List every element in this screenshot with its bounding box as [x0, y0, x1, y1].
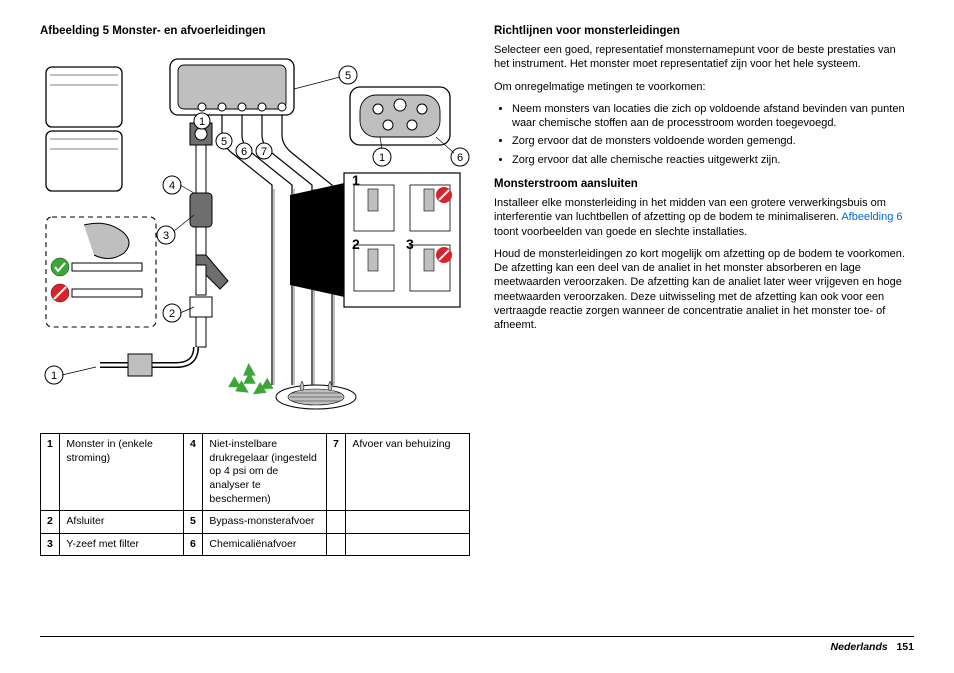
legend-text: Bypass-monsterafvoer — [203, 511, 327, 534]
page-footer: Nederlands 151 — [831, 641, 914, 655]
legend-num: 1 — [41, 433, 60, 510]
legend-num: 7 — [326, 433, 345, 510]
bullet-list: Neem monsters van locaties die zich op v… — [494, 102, 914, 167]
legend-num: 4 — [183, 433, 202, 510]
section-heading-connect: Monsterstroom aansluiten — [494, 177, 914, 192]
svg-text:3: 3 — [163, 230, 169, 242]
legend-num: 3 — [41, 533, 60, 556]
legend-text: Afsluiter — [60, 511, 184, 534]
legend-text: Chemicaliënafvoer — [203, 533, 327, 556]
figure-title: Afbeelding 5 Monster- en afvoerleidingen — [40, 24, 470, 39]
footer-rule — [40, 636, 914, 637]
legend-text: Y-zeef met filter — [60, 533, 184, 556]
svg-text:1: 1 — [379, 152, 385, 164]
legend-num: 5 — [183, 511, 202, 534]
svg-text:6: 6 — [457, 152, 463, 164]
paragraph: Houd de monsterleidingen zo kort mogelij… — [494, 247, 914, 333]
paragraph: Installeer elke monsterleiding in het mi… — [494, 196, 914, 239]
footer-page-number: 151 — [896, 641, 914, 653]
paragraph: Selecteer een goed, representatief monst… — [494, 43, 914, 72]
legend-text: Monster in (enkele stroming) — [60, 433, 184, 510]
figure-crossref-link[interactable]: Afbeelding 6 — [841, 211, 902, 223]
svg-text:1: 1 — [199, 116, 205, 128]
figure-legend-table: 1 Monster in (enkele stroming) 4 Niet-in… — [40, 433, 470, 556]
paragraph: Om onregelmatige metingen te voorkomen: — [494, 80, 914, 94]
footer-language: Nederlands — [831, 641, 888, 653]
inset-num-3: 3 — [406, 236, 414, 252]
svg-text:4: 4 — [169, 180, 175, 192]
svg-text:5: 5 — [345, 70, 351, 82]
list-item: Zorg ervoor dat de monsters voldoende wo… — [512, 134, 914, 148]
legend-text: Afvoer van behuizing — [346, 433, 470, 510]
svg-text:7: 7 — [261, 146, 267, 158]
legend-text: Niet-instelbare drukregelaar (ingesteld … — [203, 433, 327, 510]
figure-diagram: 1 2 3 1 2 3 4 5 1 6 1 5 6 7 — [40, 45, 470, 425]
svg-text:6: 6 — [241, 146, 247, 158]
inset-num-1: 1 — [352, 172, 360, 188]
legend-num: 6 — [183, 533, 202, 556]
svg-text:5: 5 — [221, 136, 227, 148]
legend-num: 2 — [41, 511, 60, 534]
svg-text:2: 2 — [169, 308, 175, 320]
inset-num-2: 2 — [352, 236, 360, 252]
section-heading-guidelines: Richtlijnen voor monsterleidingen — [494, 24, 914, 39]
list-item: Neem monsters van locaties die zich op v… — [512, 102, 914, 131]
svg-text:1: 1 — [51, 370, 57, 382]
text-run: toont voorbeelden van goede en slechte i… — [494, 226, 747, 238]
text-run: Installeer elke monsterleiding in het mi… — [494, 197, 886, 223]
list-item: Zorg ervoor dat alle chemische reacties … — [512, 153, 914, 167]
